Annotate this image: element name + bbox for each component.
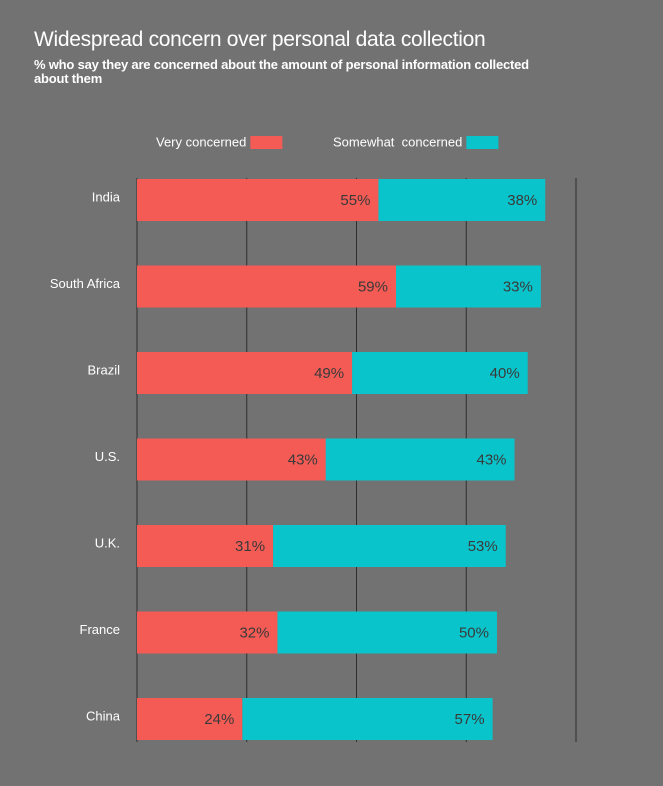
value-label: 49% (314, 365, 344, 382)
value-label: 50% (459, 624, 489, 641)
bar (137, 611, 278, 654)
chart-title: Widespread concern over personal data co… (34, 28, 486, 51)
value-label: 43% (288, 451, 318, 468)
value-label: 32% (239, 624, 269, 641)
y-tick-label: India (92, 189, 121, 204)
value-label: 55% (340, 192, 370, 209)
value-label: 59% (358, 278, 388, 295)
value-label: 33% (503, 278, 533, 295)
y-tick-label: China (86, 708, 121, 723)
bar (137, 438, 326, 481)
bar (242, 698, 493, 740)
value-label: 24% (204, 711, 234, 728)
legend-swatch (250, 136, 283, 149)
value-label: 38% (507, 192, 537, 209)
bar (137, 265, 397, 308)
bar (137, 525, 274, 567)
y-tick-label: U.S. (95, 449, 120, 464)
bar (137, 698, 243, 740)
bar (352, 352, 528, 394)
bar (137, 179, 379, 221)
bar (137, 352, 353, 394)
y-tick-label: U.K. (95, 535, 120, 550)
y-tick-label: France (80, 622, 120, 637)
chart-subtitle: % who say they are concerned about the a… (34, 57, 529, 86)
value-label: 53% (468, 538, 498, 555)
value-label: 31% (235, 538, 265, 555)
y-tick-label: Brazil (87, 362, 120, 377)
value-label: 57% (455, 711, 485, 728)
legend-label: Somewhat concerned (333, 134, 462, 149)
y-tick-label: South Africa (50, 276, 121, 291)
bar (396, 265, 541, 308)
bar (325, 438, 515, 481)
legend-label: Very concerned (156, 134, 246, 149)
bar (273, 525, 506, 567)
value-label: 40% (490, 365, 520, 382)
bar (378, 179, 546, 221)
value-label: 43% (477, 451, 507, 468)
legend-swatch (466, 136, 499, 149)
bar (277, 611, 497, 654)
